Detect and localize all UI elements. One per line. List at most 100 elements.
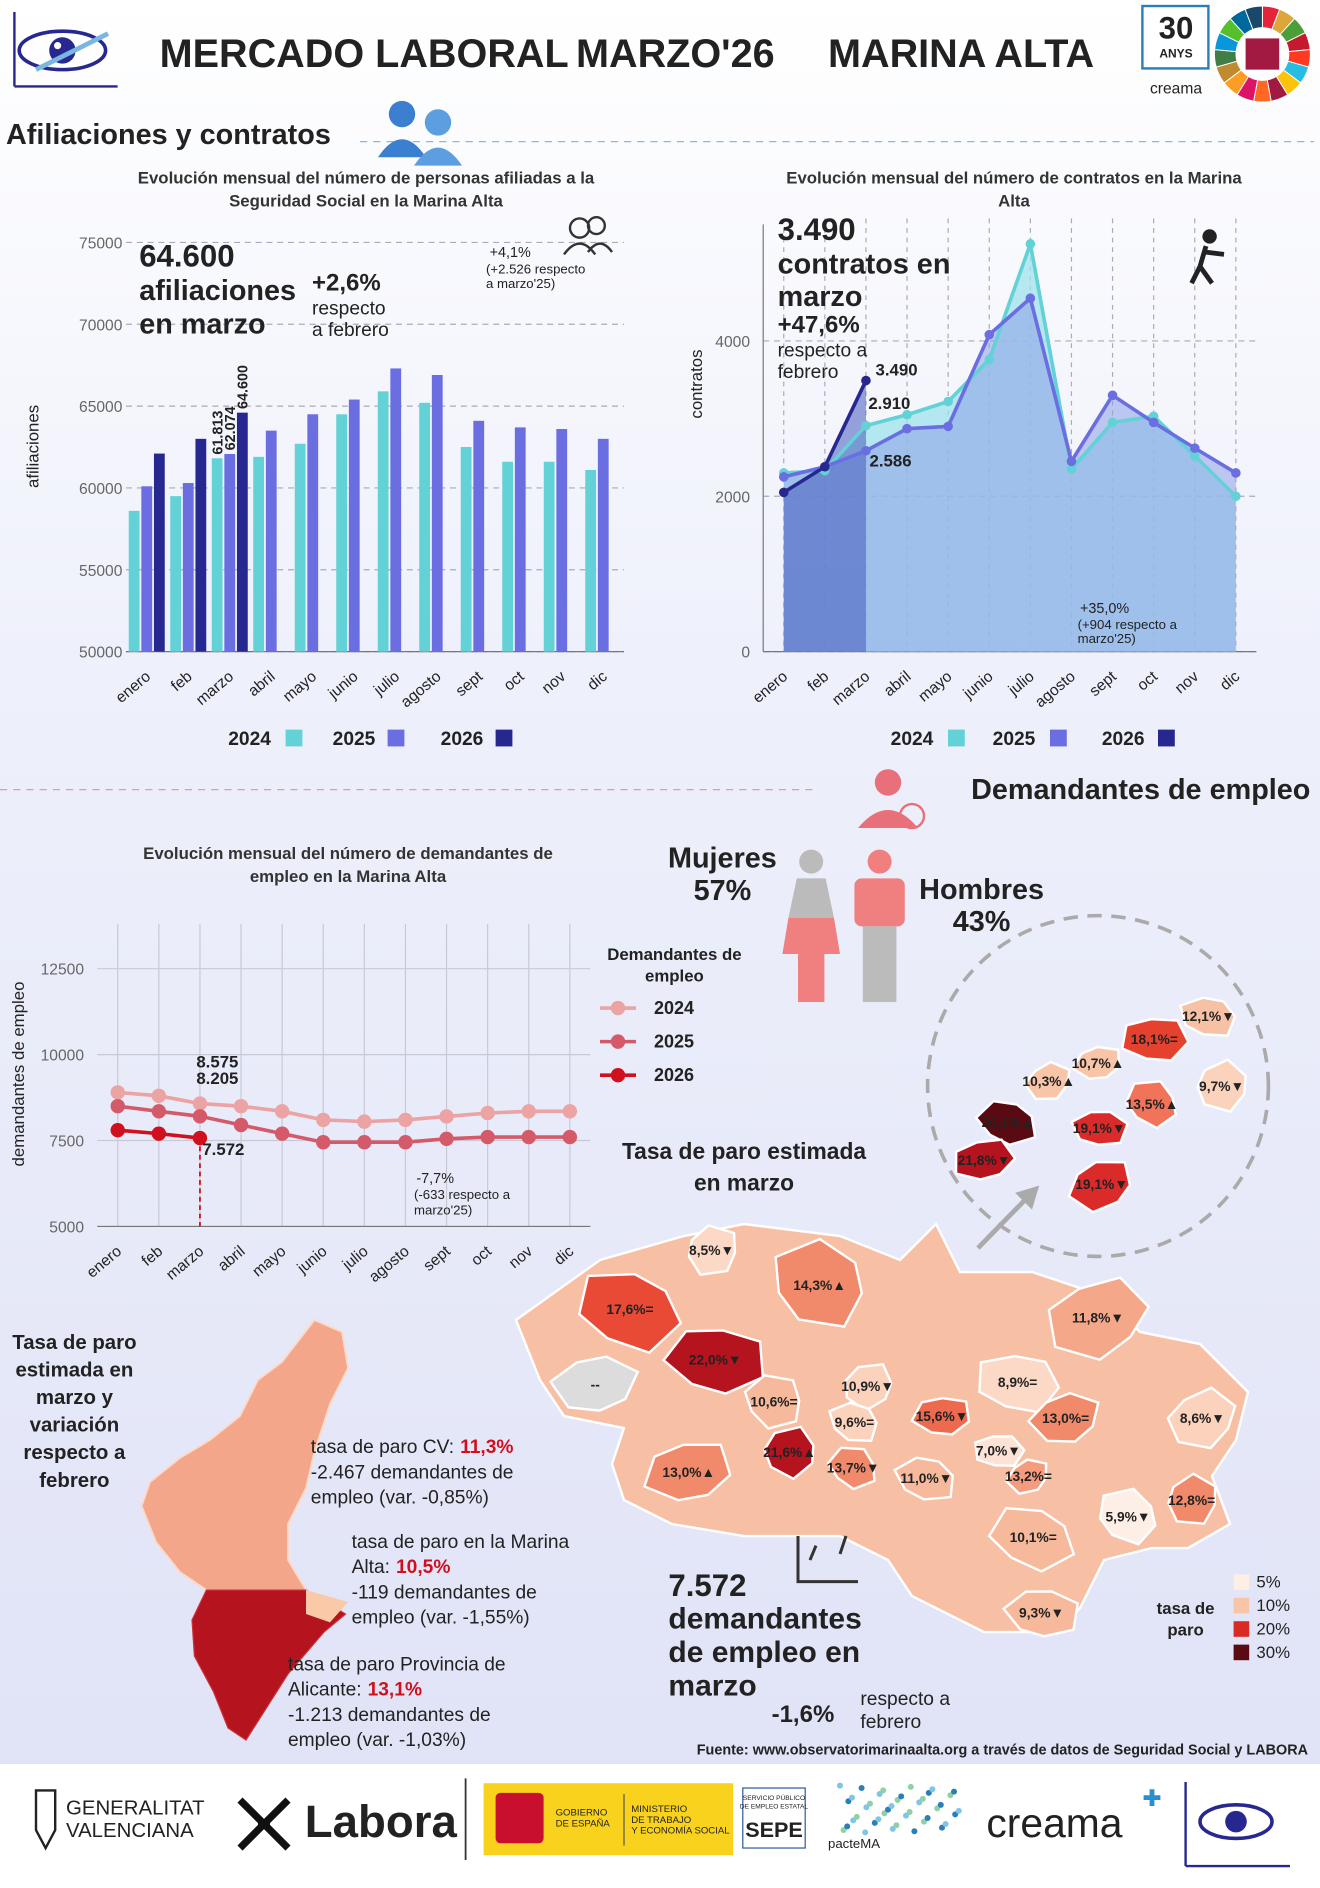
regional-rate: 13,1% xyxy=(368,1680,422,1701)
woman-head xyxy=(799,849,824,874)
summary-text: de empleo en xyxy=(668,1636,860,1669)
municipality xyxy=(1098,1487,1157,1546)
regional-rate: 11,3% xyxy=(460,1437,513,1458)
value-label: 8.575 xyxy=(196,1053,238,1072)
bar xyxy=(390,368,402,652)
regional-detail: -2.467 demandantes de xyxy=(311,1462,514,1483)
creama-plus xyxy=(1143,1789,1161,1807)
bar xyxy=(348,399,360,652)
point xyxy=(357,1114,372,1129)
header-title: MERCADO LABORAL xyxy=(160,32,569,76)
icon-part xyxy=(1189,245,1225,285)
annotation: respecto xyxy=(312,298,386,319)
legend-label: 2024 xyxy=(228,729,271,750)
man-head xyxy=(867,849,892,874)
point xyxy=(778,472,789,482)
annotation: 3.490 xyxy=(778,212,856,247)
point xyxy=(480,1105,495,1121)
annotation: a marzo'25) xyxy=(486,276,555,291)
point xyxy=(861,375,871,386)
annotation: +4,1% xyxy=(490,245,531,261)
legend-marker xyxy=(610,1000,626,1016)
bar xyxy=(543,461,555,652)
gva-emblem xyxy=(34,1789,57,1851)
map-legend-label: 20% xyxy=(1256,1619,1290,1638)
annotation: a febrero xyxy=(312,320,389,341)
pacte-dot xyxy=(919,1795,926,1802)
inset-circle xyxy=(925,913,1271,1259)
chart-title: empleo en la Marina Alta xyxy=(250,867,447,886)
point xyxy=(902,423,912,434)
y-axis-label: demandantes de empleo xyxy=(9,982,28,1167)
legend-swatch xyxy=(1158,729,1175,747)
icon-part xyxy=(563,242,613,256)
municipality xyxy=(774,1237,864,1328)
pacte-dot xyxy=(951,1788,957,1795)
y-tick-label: 50000 xyxy=(79,645,123,662)
pacte-dot xyxy=(911,1828,918,1835)
municipality-label: 17,6%= xyxy=(606,1302,653,1317)
municipality xyxy=(892,1456,955,1501)
legend-label: 2025 xyxy=(654,1032,694,1052)
badge-box xyxy=(1141,4,1210,70)
regional-rate: 10,5% xyxy=(396,1557,450,1578)
line xyxy=(783,236,1238,498)
municipality-label: 14,3%▲ xyxy=(793,1278,846,1293)
annotation: marzo'25) xyxy=(414,1202,472,1217)
annotation: marzo'25) xyxy=(1078,631,1136,646)
regional-title: marzo y xyxy=(36,1387,114,1409)
point xyxy=(1107,390,1118,401)
bar xyxy=(224,453,236,652)
y-tick-label: 55000 xyxy=(79,563,123,580)
municipality xyxy=(577,1272,683,1355)
y-tick-label: 75000 xyxy=(79,235,123,252)
footer-text: DE EMPLEO ESTATAL xyxy=(740,1803,808,1810)
pacte-dot xyxy=(898,1793,905,1800)
y-axis-label: contratos xyxy=(687,349,706,418)
legend-label: 2024 xyxy=(654,998,694,1018)
legend-label: 2026 xyxy=(654,1065,694,1085)
regional-title: Tasa de paro xyxy=(12,1332,136,1354)
legend-label: 2026 xyxy=(441,729,484,750)
municipality xyxy=(973,1435,1026,1467)
y-tick-label: 4000 xyxy=(715,334,750,351)
point xyxy=(192,1109,208,1124)
footer-text: SERVICIO PÚBLICO xyxy=(743,1793,805,1802)
icon-part xyxy=(424,109,452,136)
municipality-label: 11,0%▼ xyxy=(900,1471,952,1486)
municipality xyxy=(1196,1058,1247,1113)
point xyxy=(151,1104,167,1119)
value-label: 2.910 xyxy=(868,394,910,413)
point xyxy=(192,1130,208,1146)
bar xyxy=(236,412,248,652)
eye-logo-footer xyxy=(1198,1803,1274,1841)
eye-logo xyxy=(13,12,118,88)
municipality xyxy=(1001,1590,1080,1638)
point xyxy=(1025,239,1036,249)
bar xyxy=(514,427,526,652)
point xyxy=(562,1129,578,1145)
point xyxy=(943,396,953,407)
map-legend-swatch xyxy=(1233,1597,1250,1614)
municipality-label: 21,8%▼ xyxy=(958,1153,1011,1168)
point xyxy=(1189,443,1200,453)
pacte-dot xyxy=(924,1815,931,1822)
bar xyxy=(153,453,165,652)
chart-title: Evolución mensual del número de personas… xyxy=(138,169,595,188)
bar xyxy=(307,414,319,652)
municipality-label: 8,5%▼ xyxy=(689,1243,734,1258)
summary-change-text: respecto a xyxy=(860,1689,950,1710)
chart-title: Alta xyxy=(998,191,1030,210)
icon-part xyxy=(796,1535,858,1584)
municipality-label: 13,0%▲ xyxy=(662,1465,715,1480)
bar xyxy=(141,486,153,652)
municipality-label: 19,1%▼ xyxy=(1073,1121,1126,1136)
municipality-label: 19,1%▼ xyxy=(1075,1177,1128,1192)
municipality-label: 12,8%= xyxy=(1168,1493,1215,1508)
point xyxy=(398,1135,413,1150)
sepe-box xyxy=(742,1787,806,1849)
icon-part xyxy=(388,100,416,128)
y-tick-label: 65000 xyxy=(79,399,123,416)
footer-text: MINISTERIO xyxy=(631,1804,687,1815)
